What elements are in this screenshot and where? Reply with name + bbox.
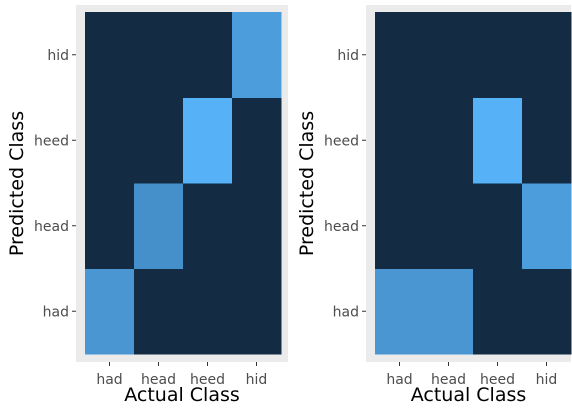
x-axis-title: Actual Class [124, 384, 240, 406]
y-axis-title: Predicted Class [296, 111, 318, 256]
x-tick-label: had [96, 372, 122, 388]
y-tick-label: heed [324, 133, 359, 149]
y-tick-label: head [324, 219, 359, 235]
y-tick-label: had [43, 304, 69, 320]
heatmap-cell [424, 12, 474, 98]
heatmap-cell [232, 268, 282, 355]
heatmap-cell [183, 268, 233, 355]
heatmap-cell [375, 97, 425, 184]
y-tick-label: hid [47, 48, 69, 64]
heatmap-cell [183, 12, 233, 98]
confusion-matrix-panel-2: had head heed hid had head heed hid Actual Class… [296, 5, 572, 406]
heatmap-cell [134, 268, 184, 355]
heatmap-cell [183, 97, 233, 184]
x-tick-label: had [386, 372, 412, 388]
heatmap-cell [232, 97, 282, 184]
heatmap-cell [473, 12, 523, 98]
x-tick-label: head [431, 372, 466, 388]
y-tick-label: had [333, 304, 359, 320]
heatmap-cell [134, 12, 184, 98]
y-tick-label: heed [34, 133, 69, 149]
heatmap-cell [522, 183, 572, 269]
heatmap-cell [522, 268, 572, 355]
confusion-matrix-panel-1: had head heed hid had head heed hid Actual Class… [6, 5, 288, 406]
heatmap-cell [424, 268, 474, 355]
heatmap-cell [522, 97, 572, 184]
heatmap-cell [375, 183, 425, 269]
heatmap-cell [424, 97, 474, 184]
heatmap-cell [134, 97, 184, 184]
x-tick-label: hid [536, 372, 558, 388]
heatmap-cell [85, 183, 135, 269]
heatmap-cell [473, 97, 523, 184]
heatmap-cell [473, 268, 523, 355]
heatmap-cell [85, 12, 135, 98]
heatmap-cell [473, 183, 523, 269]
x-tick-label: hid [246, 372, 268, 388]
heatmap-cell [85, 97, 135, 184]
x-tick-label: heed [190, 372, 225, 388]
heatmap-cell [85, 268, 135, 355]
heatmap-cell [232, 183, 282, 269]
heatmap-cell [232, 12, 282, 98]
x-axis-title: Actual Class [411, 384, 527, 406]
x-tick-label: heed [480, 372, 515, 388]
heatmap-cell [424, 183, 474, 269]
heatmap-cell [375, 12, 425, 98]
y-tick-label: head [34, 219, 69, 235]
heatmap-cell [375, 268, 425, 355]
x-tick-label: head [141, 372, 176, 388]
y-axis-title: Predicted Class [6, 111, 28, 256]
heatmap-cell [134, 183, 184, 269]
heatmap-cell [522, 12, 572, 98]
y-tick-label: hid [337, 48, 359, 64]
heatmap-cell [183, 183, 233, 269]
